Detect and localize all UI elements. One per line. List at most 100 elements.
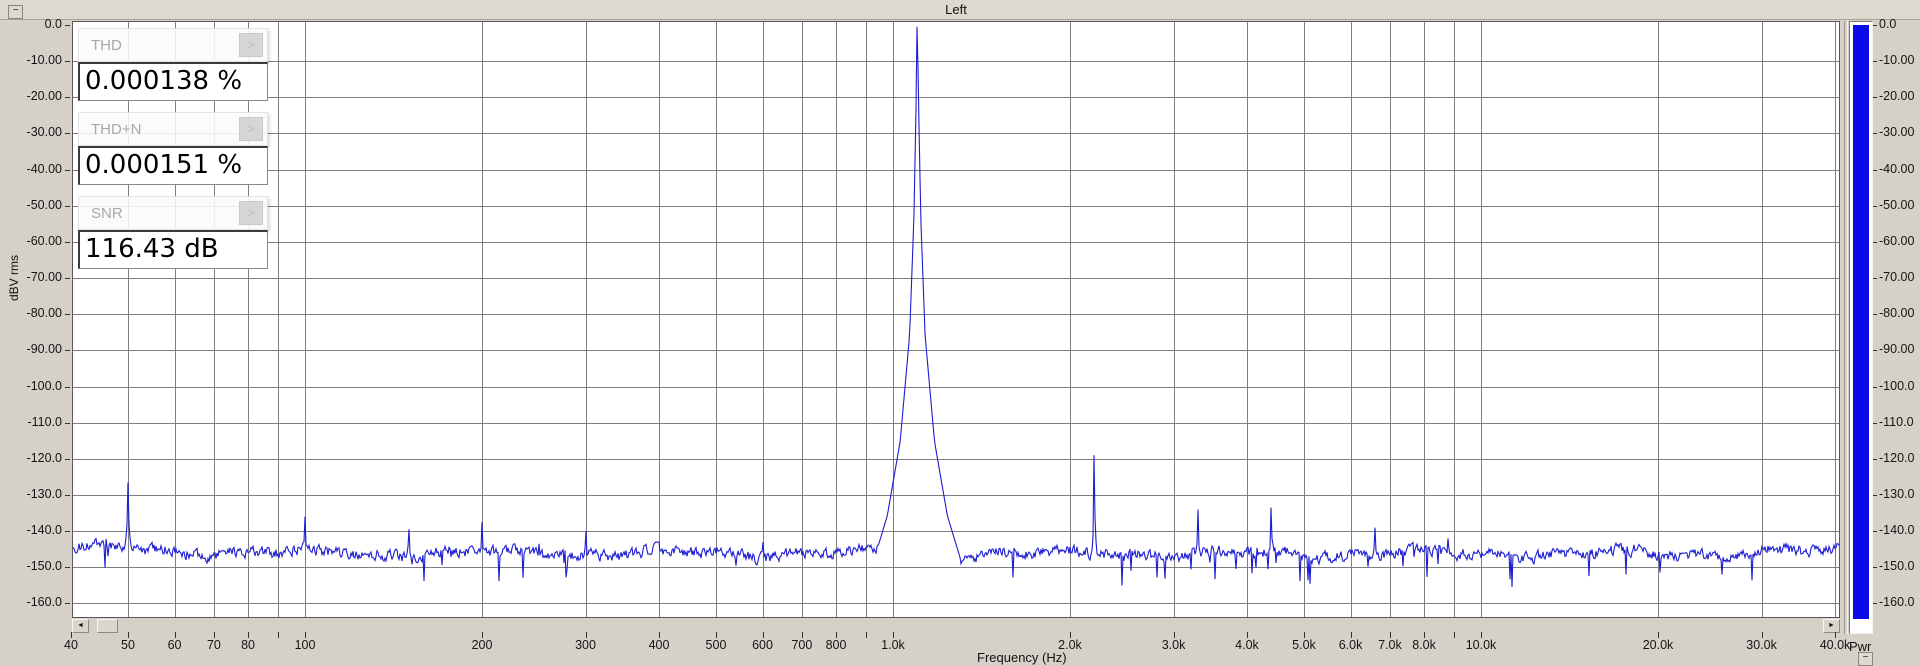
meter-tick-label: -60.00: [1879, 233, 1915, 248]
meter-tick-label: -120.0: [1879, 450, 1915, 465]
x-tick-mark: [1070, 632, 1071, 638]
x-axis-title: Frequency (Hz): [977, 650, 1067, 665]
left-arrow-icon: ◄: [77, 622, 84, 629]
meter-tick-mark: [1873, 531, 1877, 532]
snr-panel: SNR > 116.43 dB: [78, 196, 268, 269]
y-tick-label: -160.0: [26, 595, 62, 610]
y-tick-label: -100.0: [26, 378, 62, 393]
scroll-right-button[interactable]: ►: [1823, 619, 1840, 633]
thd-label: THD: [91, 37, 122, 54]
snr-expand-button[interactable]: >: [239, 201, 263, 225]
y-tick-mark: [65, 387, 70, 388]
x-tick-mark: [1390, 632, 1391, 638]
meter-tick-label: -150.0: [1879, 559, 1915, 574]
meter-tick-label: -130.0: [1879, 487, 1915, 502]
x-tick-mark: [71, 632, 72, 638]
x-tick-mark: [836, 632, 837, 638]
meter-tick-mark: [1873, 423, 1877, 424]
x-tick-mark: [248, 632, 249, 638]
x-tick-label: 1.0k: [881, 638, 905, 652]
y-tick-mark: [65, 278, 70, 279]
thd-expand-button[interactable]: >: [239, 33, 263, 57]
scrollbar-thumb[interactable]: [97, 619, 118, 633]
collapse-meter-icon[interactable]: −: [1858, 652, 1873, 666]
chart-title: Left: [945, 2, 967, 17]
x-tick-mark: [214, 632, 215, 638]
y-tick-label: -70.00: [26, 270, 62, 285]
x-tick-mark: [893, 632, 894, 638]
x-tick-label: 40: [64, 638, 78, 652]
x-tick-label: 40.0k: [1819, 638, 1851, 652]
meter-tick-mark: [1873, 61, 1877, 62]
y-tick-label: -40.00: [26, 161, 62, 176]
x-tick-mark: [716, 632, 717, 638]
x-tick-label: 60: [167, 638, 182, 652]
meter-tick-mark: [1873, 314, 1877, 315]
y-tick-mark: [65, 133, 70, 134]
spectrum-plot: [73, 22, 1839, 617]
y-tick-mark: [65, 531, 70, 532]
meter-tick-label: -40.00: [1879, 161, 1915, 176]
y-tick-mark: [65, 170, 70, 171]
x-tick-mark: [659, 632, 660, 638]
right-arrow-icon: ►: [1828, 622, 1835, 629]
y-tick-mark: [65, 459, 70, 460]
meter-tick-mark: [1873, 170, 1877, 171]
meter-tick-label: -70.00: [1879, 270, 1915, 285]
meter-tick-label: -80.00: [1879, 306, 1915, 321]
meter-tick-mark: [1873, 350, 1877, 351]
plot-area[interactable]: [72, 21, 1840, 618]
x-tick-label: 30.0k: [1746, 638, 1777, 652]
meter-tick-label: -100.0: [1879, 378, 1915, 393]
x-tick-mark: [763, 632, 764, 638]
x-tick-mark: [1174, 632, 1175, 638]
meter-tick-label: 0.0: [1879, 17, 1897, 31]
y-tick-mark: [65, 350, 70, 351]
meter-tick-mark: [1873, 278, 1877, 279]
meter-tick-mark: [1873, 387, 1877, 388]
x-tick-mark: [1454, 632, 1455, 638]
x-tick-mark: [1481, 632, 1482, 638]
thd-value: 0.000138 %: [78, 62, 268, 101]
x-tick-label: 80: [241, 638, 255, 652]
x-tick-mark: [482, 632, 483, 638]
meter-tick-label: -90.00: [1879, 342, 1915, 357]
snr-label: SNR: [91, 205, 123, 222]
meter-tick-label: -20.00: [1879, 89, 1915, 104]
snr-panel-header: SNR >: [78, 196, 268, 230]
x-tick-label: 2.0k: [1058, 638, 1082, 652]
snr-value: 116.43 dB: [78, 230, 268, 269]
scroll-left-button[interactable]: ◄: [72, 619, 89, 633]
meter-tick-label: -160.0: [1879, 595, 1915, 610]
x-tick-mark: [1424, 632, 1425, 638]
meter-tick-mark: [1873, 567, 1877, 568]
x-tick-label: 20.0k: [1642, 638, 1674, 652]
thdn-panel-header: THD+N >: [78, 112, 268, 146]
meter-tick-mark: [1873, 495, 1877, 496]
x-tick-mark: [1835, 632, 1836, 638]
spectrum-trace: [73, 26, 1839, 587]
y-tick-label: -120.0: [26, 450, 62, 465]
x-tick-mark: [305, 632, 306, 638]
x-tick-label: 3.0k: [1161, 638, 1186, 652]
thd-panel-header: THD >: [78, 28, 268, 62]
meter-tick-label: -140.0: [1879, 523, 1915, 538]
x-tick-mark: [1304, 632, 1305, 638]
x-tick-label: 70: [206, 638, 221, 652]
x-tick-label: 6.0k: [1338, 638, 1363, 652]
x-tick-label: 50: [121, 638, 135, 652]
x-tick-label: 8.0k: [1412, 638, 1436, 652]
y-tick-mark: [65, 61, 70, 62]
thdn-expand-button[interactable]: >: [239, 117, 263, 141]
y-tick-label: -80.00: [26, 306, 62, 321]
meter-tick-label: -110.0: [1879, 414, 1914, 429]
x-tick-label: 200: [471, 638, 493, 652]
y-tick-label: -20.00: [26, 89, 62, 104]
meter-tick-label: -50.00: [1879, 197, 1915, 212]
meter-tick-mark: [1873, 206, 1877, 207]
x-tick-label: 100: [294, 638, 316, 652]
meter-tick-label: -30.00: [1879, 125, 1915, 140]
collapse-panel-icon[interactable]: −: [8, 5, 23, 19]
y-tick-mark: [65, 423, 70, 424]
